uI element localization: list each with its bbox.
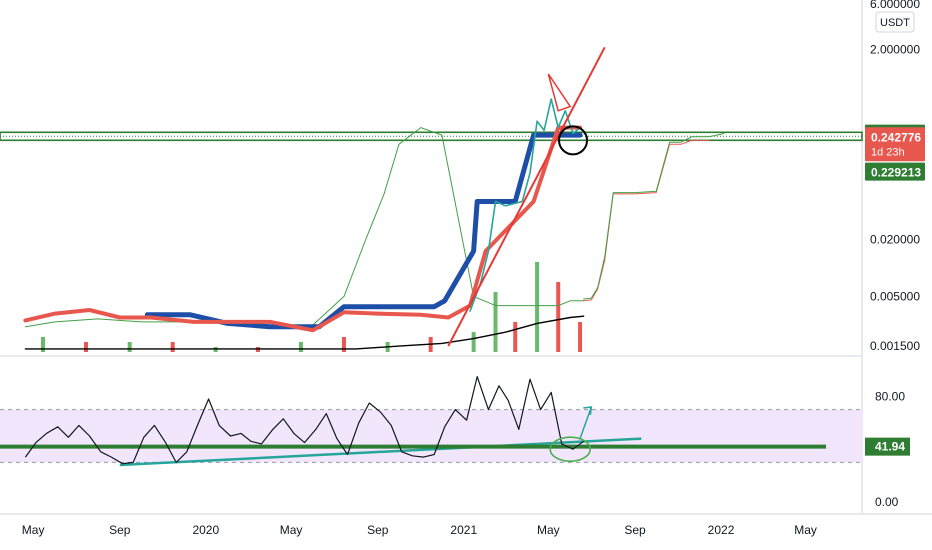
rsi-ellipse-annotation[interactable] bbox=[549, 436, 592, 463]
volume-bar bbox=[578, 322, 583, 352]
price-series-line[interactable] bbox=[144, 132, 583, 330]
unit-box[interactable] bbox=[875, 11, 915, 33]
time-tick-label: May bbox=[537, 523, 560, 537]
volume-bar bbox=[40, 337, 45, 352]
volume-bar bbox=[298, 342, 303, 352]
rsi-arrow[interactable] bbox=[579, 406, 593, 439]
rsi-value-text: 41.94 bbox=[875, 440, 905, 454]
time-axis: May Sep 2020 May Sep 2021 May Sep 2022 May bbox=[22, 523, 817, 537]
support-level-band[interactable] bbox=[0, 131, 863, 142]
time-tick-label: Sep bbox=[367, 523, 389, 537]
rsi-panel[interactable] bbox=[0, 376, 862, 467]
unit-label: USDT bbox=[880, 17, 910, 29]
triangle-pattern[interactable] bbox=[547, 73, 572, 112]
volume-bar bbox=[83, 342, 88, 352]
time-tick-label: May bbox=[22, 523, 45, 537]
rsi-axis: 80.00 0.00 41.94 bbox=[865, 389, 910, 509]
price-series-line[interactable] bbox=[583, 139, 710, 302]
rsi-value-badge bbox=[865, 437, 910, 456]
time-tick-label: May bbox=[794, 523, 817, 537]
price-badge-lower-text: 0.229213 bbox=[871, 166, 921, 180]
price-axis: 6.000000 2.000000 0.020000 0.005000 0.001500… bbox=[870, 0, 920, 353]
price-badge-lower bbox=[865, 162, 925, 181]
rsi-band bbox=[0, 409, 862, 463]
volume-bar bbox=[341, 337, 346, 352]
volume-bar bbox=[556, 282, 561, 352]
price-tick-label: 0.005000 bbox=[870, 289, 920, 303]
time-tick-label: May bbox=[280, 523, 303, 537]
price-series-line[interactable] bbox=[24, 315, 585, 350]
price-tick-label: 0.020000 bbox=[870, 232, 920, 246]
price-trendline[interactable] bbox=[447, 46, 606, 347]
price-series-line[interactable] bbox=[583, 133, 725, 300]
rsi-arrow-head bbox=[583, 406, 593, 416]
price-badge-current-text: 0.242776 bbox=[871, 130, 921, 144]
volume-bar bbox=[170, 342, 175, 352]
price-tick-label: 6.000000 bbox=[870, 0, 920, 11]
price-panel[interactable] bbox=[0, 0, 932, 515]
price-series-line[interactable] bbox=[24, 127, 585, 328]
price-tick-label: 2.000000 bbox=[870, 42, 920, 56]
volume-bar bbox=[535, 262, 540, 352]
rsi-tick-label: 80.00 bbox=[875, 389, 905, 403]
rsi-trendline[interactable] bbox=[119, 437, 642, 467]
price-tick-label: 0.001500 bbox=[870, 339, 920, 353]
rsi-tick-label: 0.00 bbox=[875, 495, 899, 509]
price-badge-current-text: 1d 23h bbox=[871, 146, 905, 158]
price-badge-current bbox=[865, 127, 925, 162]
volume-bar bbox=[471, 332, 476, 352]
rsi-line[interactable] bbox=[24, 376, 584, 465]
price-series-line[interactable] bbox=[23, 125, 583, 333]
volume-bar bbox=[513, 322, 518, 352]
circle-annotation[interactable] bbox=[558, 125, 589, 156]
time-tick-label: 2022 bbox=[708, 523, 735, 537]
volume-bar bbox=[493, 292, 498, 352]
volume-bar bbox=[127, 342, 132, 352]
time-tick-label: 2020 bbox=[192, 523, 219, 537]
time-tick-label: Sep bbox=[624, 523, 646, 537]
time-tick-label: 2021 bbox=[450, 523, 477, 537]
time-tick-label: Sep bbox=[109, 523, 131, 537]
